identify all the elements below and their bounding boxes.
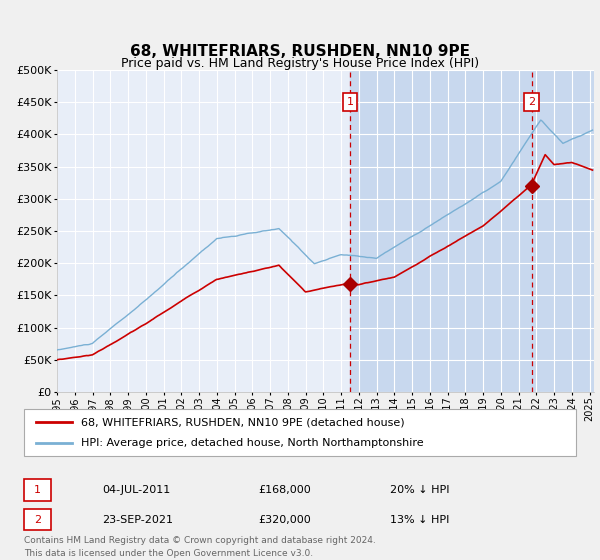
Text: 04-JUL-2011: 04-JUL-2011 <box>102 485 170 495</box>
Text: 20% ↓ HPI: 20% ↓ HPI <box>390 485 449 495</box>
Bar <box>350 70 600 392</box>
Text: £168,000: £168,000 <box>258 485 311 495</box>
Text: 2: 2 <box>528 97 535 107</box>
Text: HPI: Average price, detached house, North Northamptonshire: HPI: Average price, detached house, Nort… <box>81 438 424 448</box>
Text: £320,000: £320,000 <box>258 515 311 525</box>
Text: 23-SEP-2021: 23-SEP-2021 <box>102 515 173 525</box>
Text: 1: 1 <box>34 485 41 495</box>
Text: Price paid vs. HM Land Registry's House Price Index (HPI): Price paid vs. HM Land Registry's House … <box>121 57 479 70</box>
Text: 68, WHITEFRIARS, RUSHDEN, NN10 9PE: 68, WHITEFRIARS, RUSHDEN, NN10 9PE <box>130 44 470 59</box>
Text: 2: 2 <box>34 515 41 525</box>
Text: 68, WHITEFRIARS, RUSHDEN, NN10 9PE (detached house): 68, WHITEFRIARS, RUSHDEN, NN10 9PE (deta… <box>81 417 404 427</box>
Text: This data is licensed under the Open Government Licence v3.0.: This data is licensed under the Open Gov… <box>24 549 313 558</box>
Text: 13% ↓ HPI: 13% ↓ HPI <box>390 515 449 525</box>
Text: Contains HM Land Registry data © Crown copyright and database right 2024.: Contains HM Land Registry data © Crown c… <box>24 536 376 545</box>
Text: 1: 1 <box>346 97 353 107</box>
